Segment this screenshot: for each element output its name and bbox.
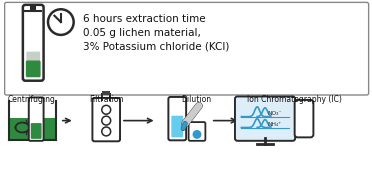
- FancyBboxPatch shape: [26, 60, 41, 77]
- FancyBboxPatch shape: [189, 122, 205, 141]
- FancyBboxPatch shape: [92, 98, 120, 141]
- Bar: [10, 118, 55, 139]
- Text: Filtration: Filtration: [89, 95, 124, 104]
- Text: 6 hours extraction time: 6 hours extraction time: [83, 14, 205, 24]
- Text: Dilution: Dilution: [181, 95, 211, 104]
- Bar: [30, 6, 36, 11]
- FancyBboxPatch shape: [31, 123, 42, 139]
- FancyBboxPatch shape: [171, 116, 183, 137]
- FancyBboxPatch shape: [169, 97, 186, 140]
- FancyBboxPatch shape: [295, 100, 313, 137]
- Bar: [102, 91, 110, 95]
- Circle shape: [48, 9, 74, 35]
- Text: 0.05 g lichen material,: 0.05 g lichen material,: [83, 28, 201, 38]
- Circle shape: [102, 116, 110, 125]
- FancyBboxPatch shape: [4, 2, 369, 95]
- FancyBboxPatch shape: [26, 52, 40, 65]
- Text: NH₄⁺: NH₄⁺: [267, 122, 281, 126]
- Text: Ion Chromatography (IC): Ion Chromatography (IC): [247, 95, 342, 104]
- FancyBboxPatch shape: [235, 96, 295, 141]
- FancyBboxPatch shape: [23, 5, 44, 81]
- FancyBboxPatch shape: [29, 98, 44, 141]
- Text: NO₃⁻: NO₃⁻: [267, 111, 282, 116]
- Text: 3% Potassium chloride (KCl): 3% Potassium chloride (KCl): [83, 42, 229, 52]
- Circle shape: [102, 127, 110, 136]
- Circle shape: [193, 130, 201, 139]
- Text: Centrifuging: Centrifuging: [7, 95, 55, 104]
- Circle shape: [102, 105, 110, 114]
